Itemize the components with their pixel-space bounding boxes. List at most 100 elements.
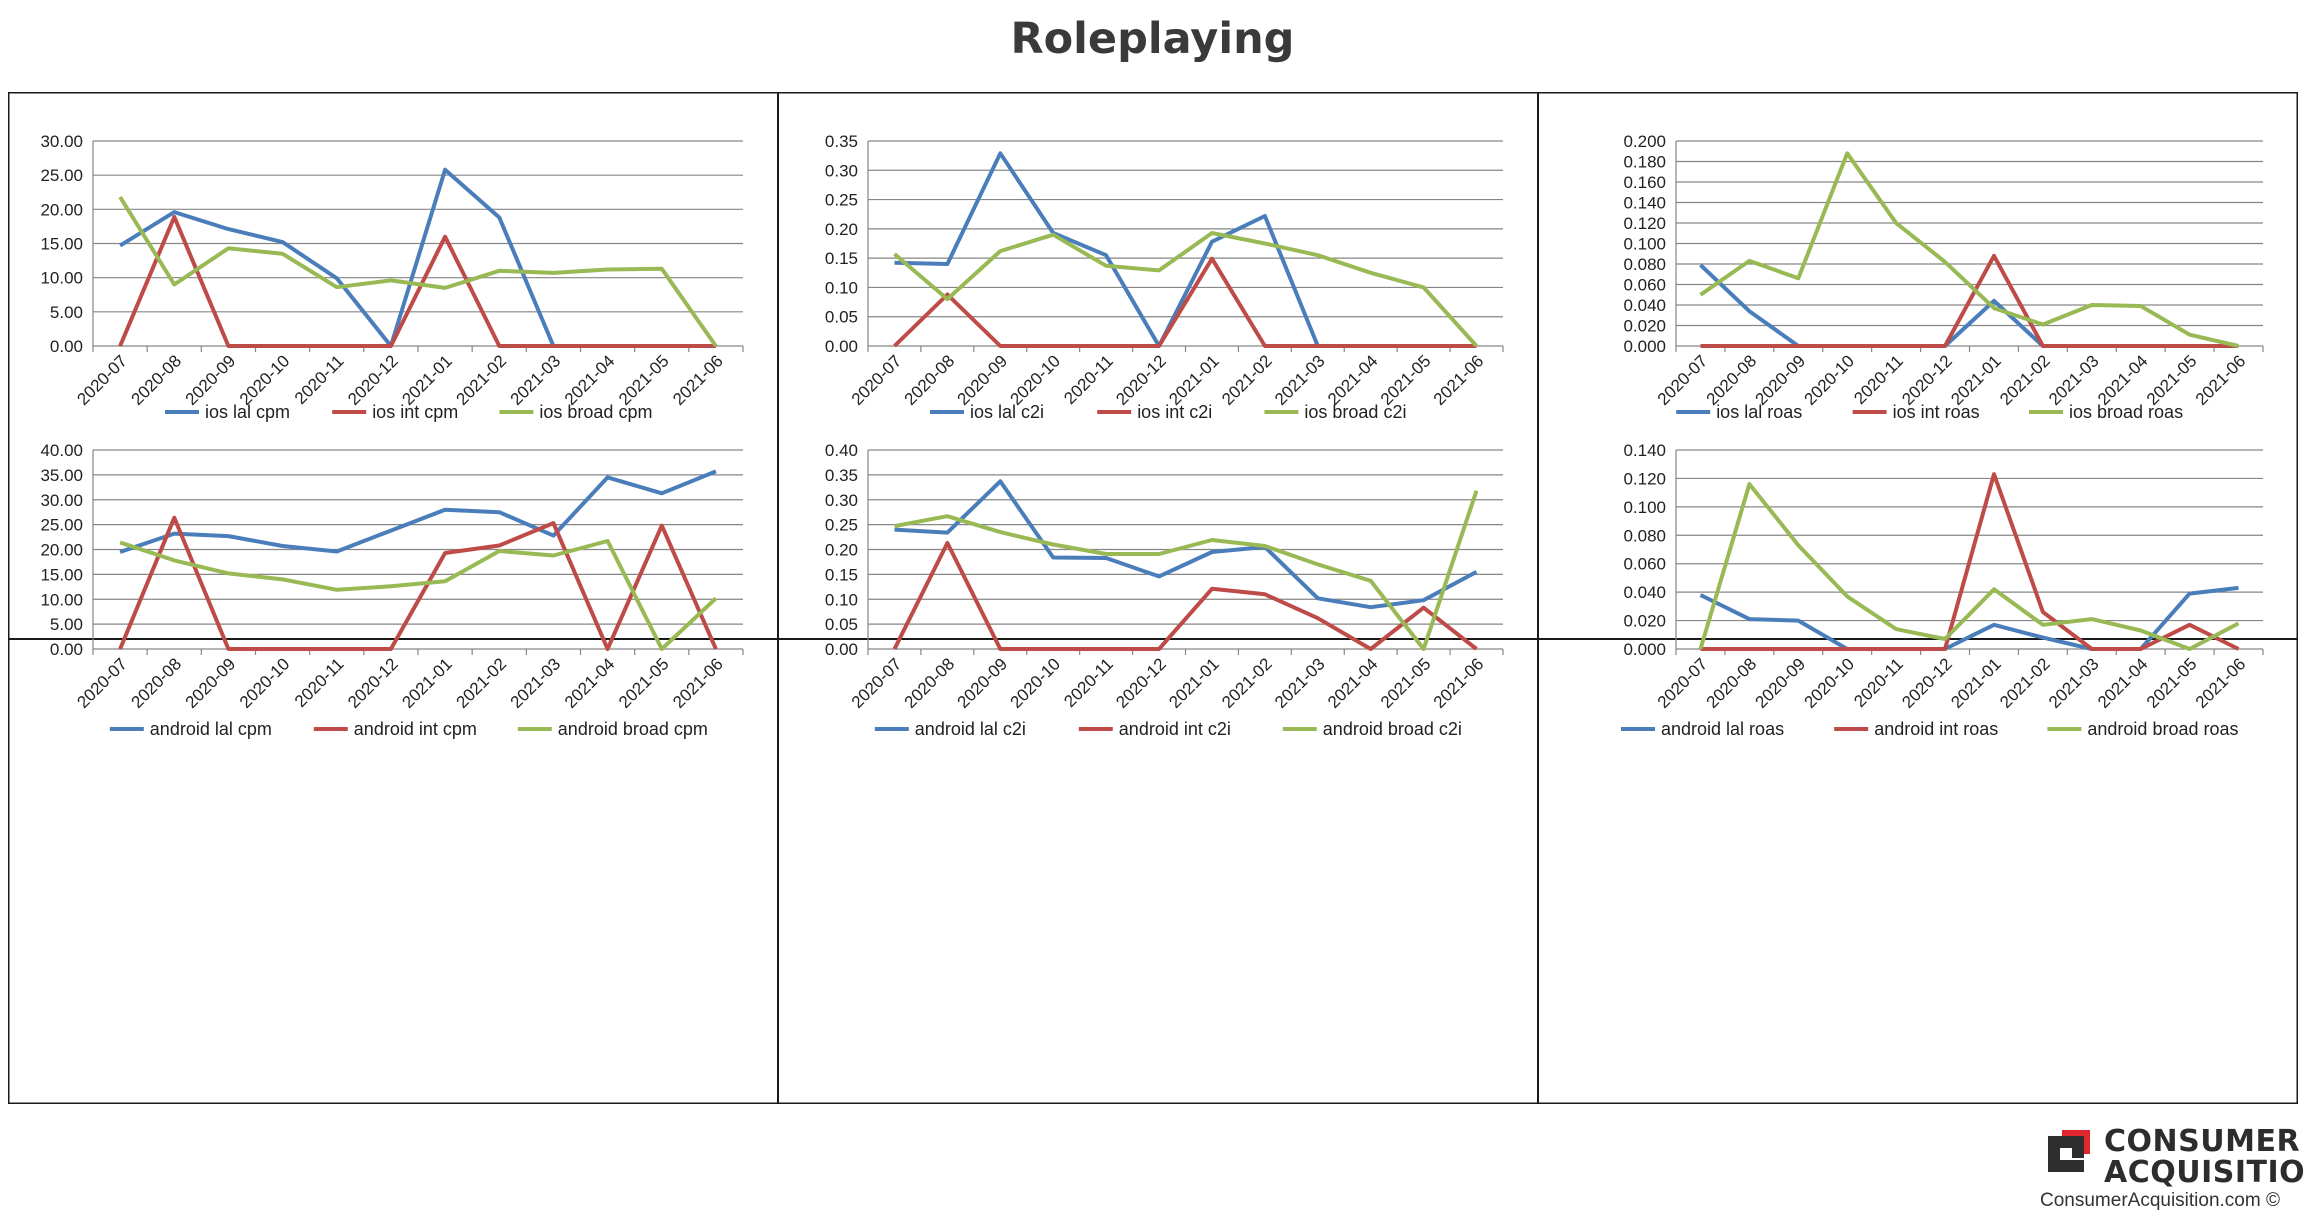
x-tick-label: 2021-06 <box>669 351 727 409</box>
y-tick-label: 0.120 <box>1623 214 1666 233</box>
legend-label: ios lal cpm <box>205 402 290 422</box>
x-tick-label: 2020-11 <box>1850 351 1907 408</box>
x-tick-label: 2021-06 <box>2192 351 2250 409</box>
x-tick-label: 2020-09 <box>1752 654 1810 712</box>
x-tick-label: 2021-01 <box>398 654 456 712</box>
y-tick-label: 0.100 <box>1623 235 1666 254</box>
y-tick-label: 20.00 <box>40 200 83 219</box>
y-tick-label: 0.30 <box>825 491 858 510</box>
y-tick-label: 10.00 <box>40 269 83 288</box>
y-tick-label: 0.35 <box>825 466 858 485</box>
y-tick-label: 0.20 <box>825 541 858 560</box>
brand-logo-icon <box>2048 1130 2090 1172</box>
series-line-android-lal-cpm <box>119 469 717 554</box>
y-tick-label: 0.120 <box>1623 469 1666 488</box>
y-tick-label: 0.080 <box>1623 255 1666 274</box>
x-tick-label: 2020-08 <box>901 654 959 712</box>
x-tick-label: 2020-12 <box>1112 654 1170 712</box>
legend-item: android int roas <box>1834 719 1998 739</box>
x-tick-label: 2020-10 <box>1006 351 1064 409</box>
x-tick-label: 2020-10 <box>236 351 294 409</box>
legend-label: ios lal c2i <box>970 402 1044 422</box>
x-tick-label: 2020-12 <box>1898 351 1956 409</box>
x-tick-label: 2021-03 <box>2045 351 2103 409</box>
y-tick-label: 30.00 <box>40 491 83 510</box>
x-tick-label: 2020-08 <box>128 654 186 712</box>
x-tick-label: 2020-09 <box>182 351 240 409</box>
x-tick-label: 2021-03 <box>1271 351 1329 409</box>
x-tick-label: 2021-06 <box>1430 351 1488 409</box>
x-tick-label: 2020-10 <box>236 654 294 712</box>
x-tick-label: 2021-01 <box>1947 654 2005 712</box>
x-tick-label: 2020-09 <box>954 351 1012 409</box>
legend-label: ios broad roas <box>2069 402 2183 422</box>
legend-item: ios lal cpm <box>165 402 290 422</box>
legend-item: android lal c2i <box>874 719 1026 739</box>
y-tick-label: 0.00 <box>825 640 858 659</box>
y-tick-label: 0.40 <box>825 441 858 460</box>
x-tick-label: 2020-09 <box>182 654 240 712</box>
x-tick-label: 2021-05 <box>1377 654 1435 712</box>
x-tick-label: 2021-03 <box>507 654 565 712</box>
legend-item: android int cpm <box>313 719 477 739</box>
y-tick-label: 0.160 <box>1623 173 1666 192</box>
y-tick-label: 0.00 <box>50 337 83 356</box>
x-tick-label: 2021-05 <box>2143 654 2201 712</box>
x-tick-label: 2020-07 <box>73 351 131 409</box>
y-tick-label: 0.080 <box>1623 526 1666 545</box>
x-tick-label: 2020-11 <box>291 654 348 711</box>
y-tick-label: 0.35 <box>825 132 858 151</box>
x-tick-label: 2021-02 <box>1996 351 2054 409</box>
y-tick-label: 20.00 <box>40 541 83 560</box>
legend-item: ios int c2i <box>1097 402 1212 422</box>
series-line-android-broad-c2i <box>894 490 1479 651</box>
x-tick-label: 2021-02 <box>453 654 511 712</box>
series-line-ios-lal-c2i <box>894 151 1320 348</box>
x-tick-label: 2020-10 <box>1800 351 1858 409</box>
legend-item: ios broad c2i <box>1264 402 1406 422</box>
y-tick-label: 25.00 <box>40 516 83 535</box>
brand-website: ConsumerAcquisition.com © <box>2040 1190 2280 1211</box>
y-tick-label: 0.040 <box>1623 583 1666 602</box>
legend-item: android broad roas <box>2047 719 2239 739</box>
legend-item: android lal cpm <box>109 719 272 739</box>
legend-label: ios int roas <box>1893 402 1980 422</box>
x-tick-label: 2021-01 <box>1947 351 2005 409</box>
x-tick-label: 2020-12 <box>344 351 402 409</box>
x-tick-label: 2020-08 <box>901 351 959 409</box>
x-tick-label: 2021-02 <box>1218 654 1276 712</box>
x-tick-label: 2021-02 <box>453 351 511 409</box>
legend-label: ios broad c2i <box>1304 402 1406 422</box>
x-tick-label: 2020-08 <box>1703 654 1761 712</box>
x-tick-label: 2020-09 <box>954 654 1012 712</box>
series-line-android-lal-c2i <box>894 479 1478 610</box>
chart-panel-4: 0.00 5.00 10.00 15.00 20.00 25.00 30.00 35.00 40… <box>40 441 744 739</box>
x-tick-label: 2020-08 <box>128 351 186 409</box>
x-tick-label: 2021-04 <box>1324 654 1382 712</box>
y-tick-label: 25.00 <box>40 166 83 185</box>
y-tick-label: 0.000 <box>1623 337 1666 356</box>
series-line-ios-broad-cpm <box>118 195 718 348</box>
x-tick-label: 2020-07 <box>848 654 906 712</box>
legend-label: android broad roas <box>2087 719 2238 739</box>
x-tick-label: 2021-04 <box>1324 351 1382 409</box>
y-tick-label: 40.00 <box>40 441 83 460</box>
legend-item: android broad c2i <box>1282 719 1462 739</box>
series-line-android-broad-cpm <box>119 539 718 651</box>
x-tick-label: 2020-08 <box>1703 351 1761 409</box>
legend-label: android int roas <box>1874 719 1998 739</box>
y-tick-label: 35.00 <box>40 466 83 485</box>
y-tick-label: 0.25 <box>825 191 858 210</box>
chart-panel-5: 0.00 0.05 0.10 0.15 0.20 0.25 0.30 0.35 0.40 2020… <box>825 441 1504 739</box>
y-tick-label: 30.00 <box>40 132 83 151</box>
chart-panel-1: 0.00 5.00 10.00 15.00 20.00 25.00 30.00 2020-07… <box>40 132 744 422</box>
y-tick-label: 0.05 <box>825 615 858 634</box>
chart-grid: 0.00 5.00 10.00 15.00 20.00 25.00 30.00 2020-07… <box>8 92 2298 1104</box>
x-tick-label: 2020-12 <box>1112 351 1170 409</box>
y-tick-label: 0.040 <box>1623 296 1666 315</box>
x-tick-label: 2020-12 <box>1898 654 1956 712</box>
y-tick-label: 0.020 <box>1623 317 1666 336</box>
legend-label: android int cpm <box>354 719 477 739</box>
x-tick-label: 2021-01 <box>398 351 456 409</box>
